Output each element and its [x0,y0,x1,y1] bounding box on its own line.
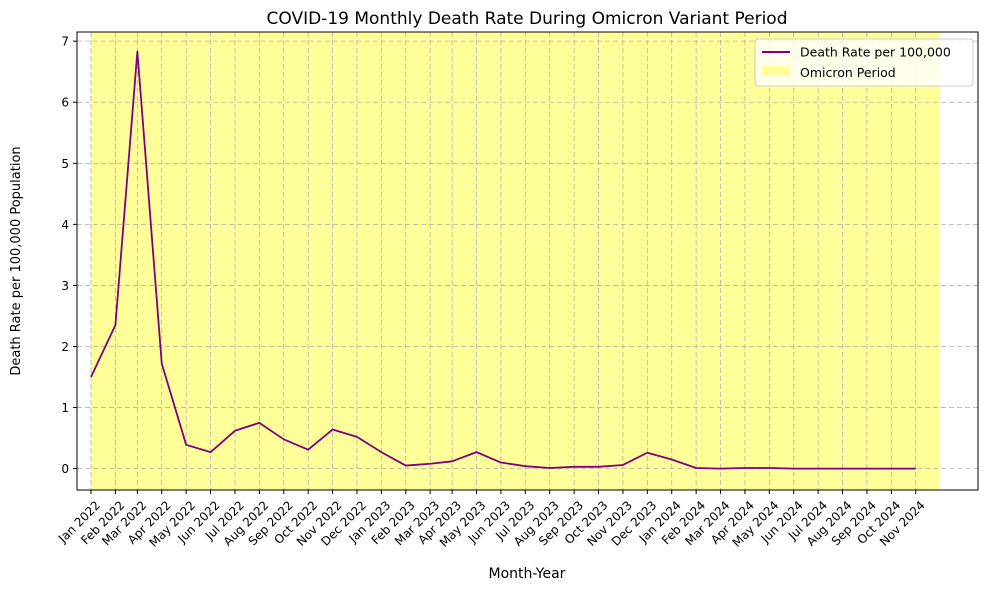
y-tick-label: 4 [61,218,69,232]
legend-shade-swatch [762,66,790,76]
legend-label-omicron: Omicron Period [800,65,896,80]
grid-layer [77,32,978,490]
legend-label-death-rate: Death Rate per 100,000 [800,45,951,60]
y-tick-label: 0 [61,462,69,476]
y-tick-label: 1 [61,401,69,415]
y-axis-label: Death Rate per 100,000 Population [9,146,24,375]
chart-title: COVID-19 Monthly Death Rate During Omicr… [267,9,788,29]
y-tick-label: 3 [61,279,69,293]
y-tick-label: 2 [61,340,69,354]
omicron-period-shade [91,32,941,490]
y-ticks: 0 1 2 3 4 5 6 7 [61,35,77,476]
series-layer [90,50,916,470]
y-tick-label: 5 [61,157,69,171]
axes-frame [76,31,979,491]
x-axis-label: Month-Year [489,566,566,582]
legend: Death Rate per 100,000 Omicron Period [754,38,974,87]
y-tick-label: 7 [61,35,69,49]
y-tick-label: 6 [61,96,69,110]
shade-layer [91,32,941,490]
series-line-death-rate [90,50,916,470]
legend-box [754,38,974,87]
